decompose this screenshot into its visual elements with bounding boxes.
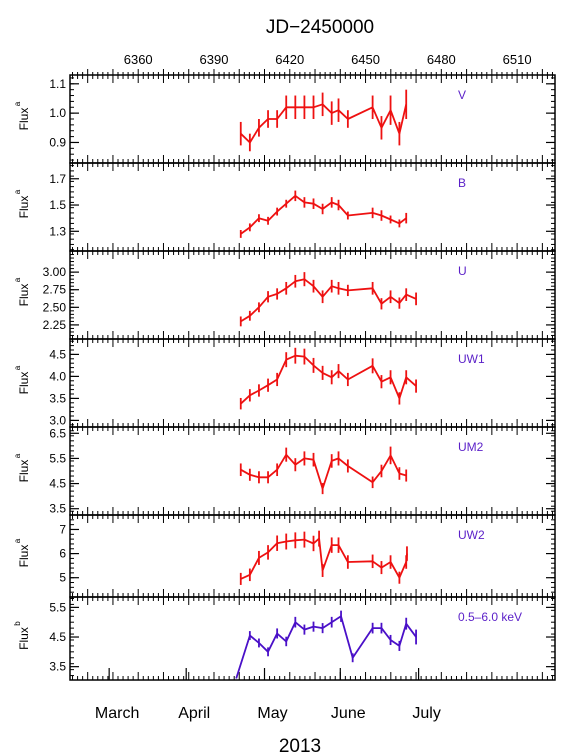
panel-2: 2.25 2.50 2.75 3.00 Flux a U (13, 250, 556, 340)
y-axis-label: Flux (17, 545, 31, 568)
top-tick-label: 6480 (427, 52, 456, 67)
panel-4: 3.5 4.5 5.5 6.5 Flux a UM2 (13, 426, 556, 516)
panel-frame (69, 74, 556, 164)
top-tick-label: 6450 (351, 52, 380, 67)
top-tick-label: 6360 (124, 52, 153, 67)
panel-1: 1.3 1.5 1.7 Flux a B (13, 162, 556, 252)
panel-5: 5 6 7 Flux a UW2 (13, 514, 556, 598)
y-tick-label: 1.0 (49, 106, 66, 120)
band-label: U (458, 264, 467, 278)
series-line (240, 453, 407, 490)
y-axis-label: Flux (17, 372, 31, 395)
band-label: UW2 (458, 528, 485, 542)
y-axis-label: Flux (17, 627, 31, 650)
panels-group: 6360 6390 6420 6450 6480 6510 0.9 1.0 1.1 Flux a V 1… (13, 52, 556, 722)
month-label: April (178, 705, 210, 722)
y-axis-label-superscript: a (13, 101, 22, 106)
y-tick-label: 7 (59, 522, 66, 536)
band-label: V (458, 88, 466, 102)
y-tick-label: 1.5 (49, 198, 66, 212)
y-tick-label: 6 (59, 547, 66, 561)
month-label: May (257, 705, 287, 722)
y-tick-label: 6.5 (49, 426, 66, 440)
y-tick-label: 0.9 (49, 135, 66, 149)
y-tick-label: 2.50 (43, 300, 67, 314)
y-tick-label: 2.75 (43, 283, 67, 297)
top-tick-label: 6390 (200, 52, 229, 67)
month-label: March (95, 705, 139, 722)
y-axis-label-superscript: a (13, 189, 22, 194)
y-axis-label: Flux (17, 108, 31, 131)
y-tick-label: 4.5 (49, 347, 66, 361)
top-axis-title: JD−2450000 (266, 17, 374, 38)
month-label: July (412, 705, 440, 722)
y-axis-label: Flux (17, 460, 31, 483)
y-axis-label-superscript: a (13, 365, 22, 370)
band-label: 0.5–6.0 keV (458, 610, 522, 624)
y-tick-label: 1.1 (49, 77, 66, 91)
series-line (240, 537, 408, 580)
y-tick-label: 4.5 (49, 477, 66, 491)
year-label: 2013 (279, 736, 321, 756)
y-tick-label: 5.5 (49, 600, 66, 614)
band-label: UM2 (458, 440, 484, 454)
y-axis-label: Flux (17, 196, 31, 219)
band-label: UW1 (458, 352, 485, 366)
series-line (240, 194, 407, 235)
y-tick-label: 5.5 (49, 451, 66, 465)
top-tick-label: 6510 (503, 52, 532, 67)
y-tick-label: 2.25 (43, 318, 67, 332)
month-label: June (331, 705, 366, 722)
series-line (240, 103, 408, 144)
y-tick-label: 1.7 (49, 172, 66, 186)
y-tick-label: 3.5 (49, 391, 66, 405)
y-axis-label-superscript: a (13, 277, 22, 282)
top-tick-label: 6420 (275, 52, 304, 67)
y-tick-label: 3.5 (49, 502, 66, 516)
y-axis-label: Flux (17, 284, 31, 307)
y-axis-label-superscript: a (13, 538, 22, 543)
y-axis-label-superscript: a (13, 453, 22, 458)
y-tick-label: 3.0 (49, 413, 66, 427)
panel-frame (69, 596, 556, 681)
panel-frame (69, 162, 556, 252)
band-label: B (458, 176, 466, 190)
y-tick-label: 4.0 (49, 369, 66, 383)
y-tick-label: 4.5 (49, 630, 66, 644)
y-tick-label: 5 (59, 571, 66, 585)
y-tick-label: 3.00 (43, 265, 67, 279)
panel-frame (69, 250, 556, 340)
panel-0: 0.9 1.0 1.1 Flux a V (13, 69, 556, 164)
series-line (235, 615, 417, 679)
y-axis-label-superscript: b (13, 621, 22, 626)
y-tick-label: 1.3 (49, 224, 66, 238)
panel-3: 3.0 3.5 4.0 4.5 Flux a UW1 (13, 338, 556, 428)
y-tick-label: 3.5 (49, 660, 66, 674)
